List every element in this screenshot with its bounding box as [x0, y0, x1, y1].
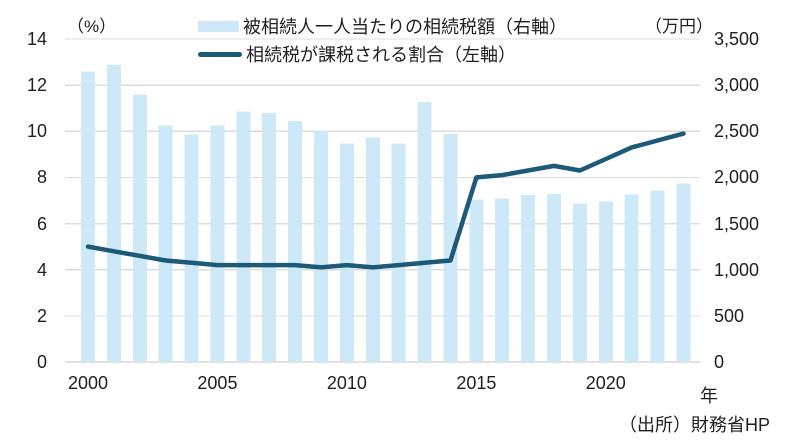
left-axis-unit: （%） [67, 17, 117, 36]
bar-2018 [547, 194, 561, 362]
legend-line-swatch [198, 51, 242, 57]
bar-2013 [417, 101, 432, 363]
bar-2023 [676, 183, 691, 362]
bar-2008 [288, 121, 303, 362]
right-axis-tick-500: 500 [714, 305, 745, 326]
legend-line-label: 相続税が課税される割合（左軸） [246, 45, 516, 65]
bar-2006 [236, 111, 251, 363]
right-axis-tick-3,500: 3,500 [714, 29, 760, 49]
left-axis-tick-0: 0 [36, 352, 47, 372]
right-axis-tick-2,500: 2,500 [714, 121, 760, 142]
left-axis-tick-8: 8 [36, 167, 47, 188]
source-note: （出所）財務省HP [618, 415, 770, 435]
x-axis-tick-2000: 2000 [67, 373, 109, 393]
left-axis-tick-2: 2 [36, 305, 47, 326]
bar-2020 [598, 201, 613, 362]
x-axis-tick-2020: 2020 [585, 373, 626, 393]
bar-2007 [262, 112, 277, 362]
bar-2022 [650, 190, 665, 362]
bar-2015 [469, 199, 484, 362]
left-axis-tick-10: 10 [26, 121, 47, 142]
right-axis-tick-0: 0 [714, 352, 725, 372]
right-axis-tick-3,000: 3,000 [714, 75, 760, 96]
bar-2019 [572, 203, 587, 362]
left-axis-tick-6: 6 [36, 213, 47, 234]
right-axis-tick-1,000: 1,000 [714, 259, 760, 280]
bar-2000 [81, 71, 95, 363]
bar-2017 [521, 195, 536, 362]
trend-line [85, 131, 686, 270]
bar-2009 [314, 130, 328, 362]
legend-bar-label: 被相続人一人当たりの相続税額（右軸） [243, 17, 567, 37]
legend-item-bar: 被相続人一人当たりの相続税額（右軸） [198, 12, 567, 40]
bar-2003 [158, 125, 173, 362]
left-axis-tick-14: 14 [26, 29, 47, 49]
legend-item-line: 相続税が課税される割合（左軸） [198, 40, 567, 68]
bar-2010 [339, 143, 354, 362]
right-axis-unit: （万円） [645, 17, 713, 36]
bar-2004 [184, 134, 199, 362]
right-axis-tick-1,500: 1,500 [714, 213, 760, 234]
bar-2021 [624, 194, 639, 362]
bar-2005 [210, 125, 225, 362]
bar-2002 [132, 94, 147, 363]
left-axis-tick-4: 4 [36, 259, 47, 280]
bar-2001 [106, 64, 121, 363]
legend: 被相続人一人当たりの相続税額（右軸） 相続税が課税される割合（左軸） [198, 12, 567, 68]
right-axis-tick-2,000: 2,000 [714, 167, 760, 188]
x-axis-tick-2005: 2005 [197, 373, 238, 393]
left-axis-tick-12: 12 [26, 75, 47, 96]
bar-2016 [495, 198, 510, 362]
bar-2014 [443, 134, 458, 362]
x-axis-label: 年 [700, 386, 718, 406]
legend-bar-swatch [198, 20, 239, 32]
bar-2012 [391, 143, 406, 362]
x-axis-tick-2015: 2015 [456, 373, 497, 393]
bar-2011 [365, 137, 380, 362]
x-axis-tick-2010: 2010 [326, 373, 367, 393]
